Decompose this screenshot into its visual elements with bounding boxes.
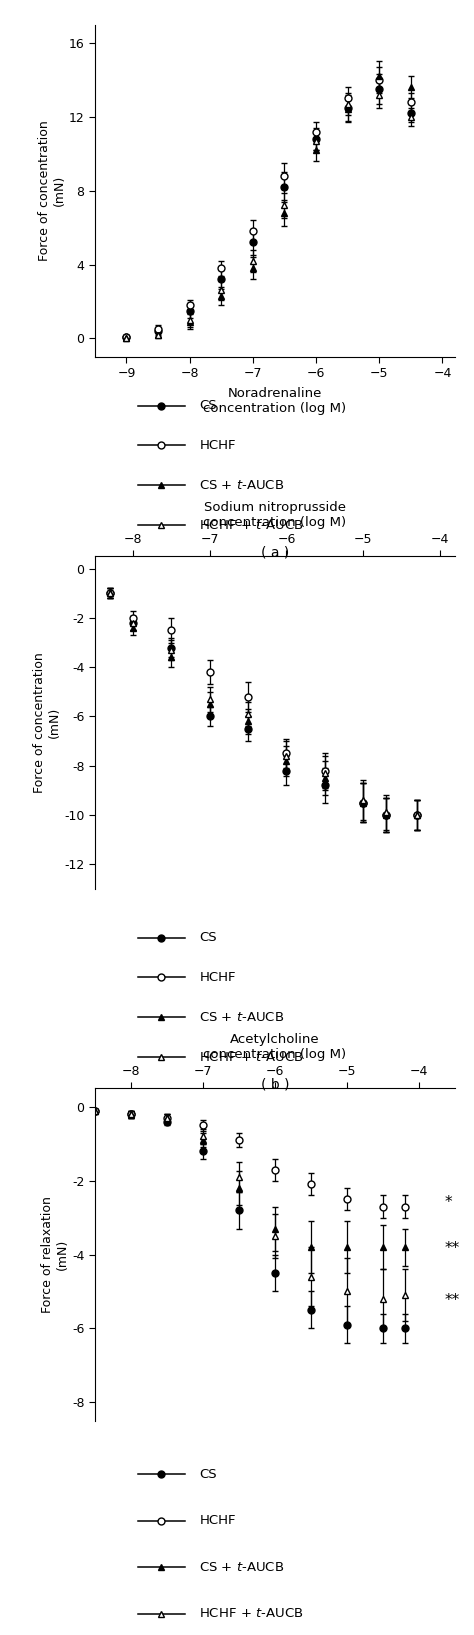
Text: **: **	[444, 1293, 459, 1308]
Y-axis label: Force of concentration
(mN): Force of concentration (mN)	[38, 121, 66, 262]
X-axis label: Noradrenaline
concentration (log M): Noradrenaline concentration (log M)	[203, 387, 346, 415]
Y-axis label: Force of concentration
(mN): Force of concentration (mN)	[33, 652, 61, 793]
Text: CS: CS	[199, 399, 217, 412]
Text: CS + $t$-AUCB: CS + $t$-AUCB	[199, 1561, 284, 1575]
Text: HCHF: HCHF	[199, 438, 236, 451]
Text: **: **	[444, 1241, 459, 1256]
Text: HCHF: HCHF	[199, 971, 236, 984]
Text: CS + $t$-AUCB: CS + $t$-AUCB	[199, 1010, 284, 1024]
Text: HCHF + $t$-AUCB: HCHF + $t$-AUCB	[199, 1051, 304, 1064]
Y-axis label: Force of relaxation
(mN): Force of relaxation (mN)	[41, 1197, 69, 1313]
Text: CS: CS	[199, 930, 217, 943]
X-axis label: Sodium nitroprusside
concentration (log M): Sodium nitroprusside concentration (log …	[203, 500, 346, 530]
Text: ( b ): ( b )	[261, 1077, 289, 1092]
Text: CS + $t$-AUCB: CS + $t$-AUCB	[199, 479, 284, 492]
X-axis label: Acetylcholine
concentration (log M): Acetylcholine concentration (log M)	[203, 1033, 346, 1061]
Text: ( a ): ( a )	[261, 546, 289, 559]
Text: HCHF + $t$-AUCB: HCHF + $t$-AUCB	[199, 1607, 304, 1620]
Text: HCHF + $t$-AUCB: HCHF + $t$-AUCB	[199, 518, 304, 531]
Text: *: *	[444, 1195, 452, 1210]
Text: HCHF: HCHF	[199, 1514, 236, 1527]
Text: CS: CS	[199, 1468, 217, 1481]
